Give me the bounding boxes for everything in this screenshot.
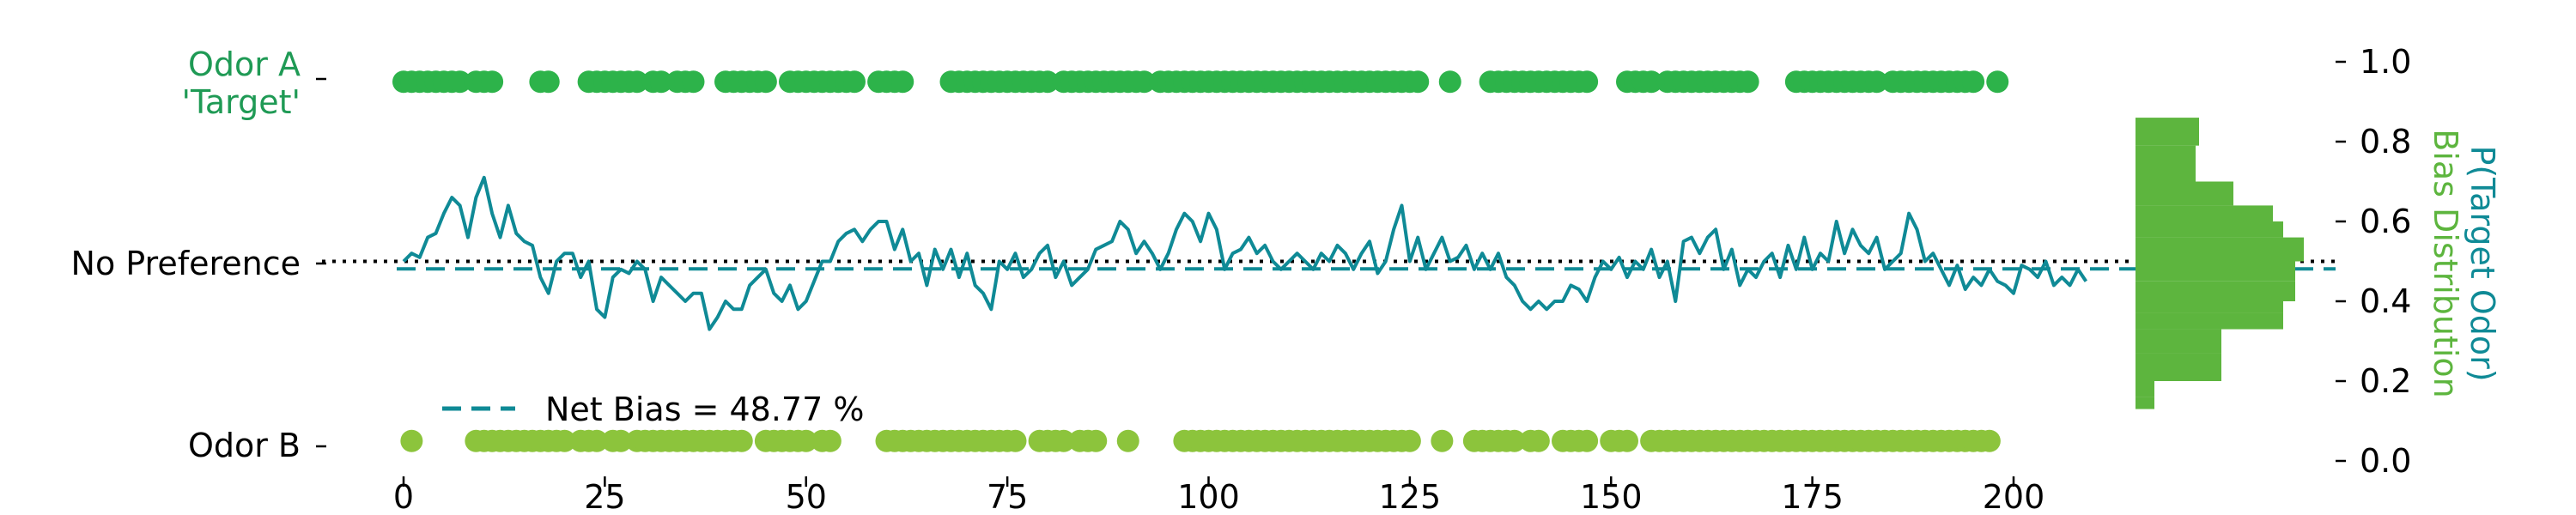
odor-a-dot — [1036, 70, 1059, 94]
legend: Net Bias = 48.77 % — [442, 391, 864, 428]
odor-b-dot — [610, 429, 633, 452]
legend-net-bias-label: Net Bias = 48.77 % — [545, 391, 864, 428]
odor-b-dot — [818, 429, 841, 452]
odor-b-dot — [1431, 429, 1454, 452]
odor-b-dot — [553, 429, 576, 452]
histogram-bar — [2136, 301, 2283, 313]
odor-b-dot — [1052, 429, 1075, 452]
right-y-tick-label: 0.8 — [2360, 123, 2411, 161]
right-axis: 0.0 0.2 0.4 0.6 0.8 1.0 — [2336, 43, 2411, 480]
odor-a-dot — [754, 70, 777, 94]
odor-b-dot — [730, 429, 753, 452]
histogram-bar — [2136, 221, 2283, 238]
x-tick-label: 175 — [1781, 478, 1844, 515]
odor-b-dot — [1616, 429, 1638, 452]
odor-a-dot — [1406, 70, 1430, 94]
odor-a-dot — [448, 70, 471, 94]
odor-b-trials — [400, 429, 2001, 452]
odor-a-dot — [1865, 70, 1888, 94]
bias-histogram — [2136, 118, 2304, 409]
odor-a-dot — [625, 70, 648, 94]
x-axis: 0 25 50 75 100 125 150 175 200 — [393, 476, 2044, 515]
histogram-bar — [2136, 312, 2283, 330]
x-tick-label: 25 — [584, 478, 625, 515]
odor-b-label: Odor B — [188, 427, 301, 464]
odor-b-dot — [1116, 429, 1139, 452]
x-tick-label: 0 — [393, 478, 414, 515]
right-y-tick-label: 1.0 — [2360, 43, 2411, 81]
histogram-bar — [2136, 118, 2199, 146]
histogram-bar — [2136, 381, 2154, 397]
odor-a-dot — [1133, 70, 1156, 94]
histogram-bar — [2136, 237, 2304, 262]
odor-b-dot — [1527, 429, 1550, 452]
bias-series-line — [402, 175, 2088, 331]
odor-b-dot — [794, 429, 817, 452]
right-y-tick-label: 0.4 — [2360, 282, 2411, 320]
odor-a-trials — [392, 70, 2009, 94]
odor-b-dot — [1978, 429, 2001, 452]
odor-a-dot — [682, 70, 705, 94]
right-y-tick-label: 0.6 — [2360, 203, 2411, 240]
x-tick-label: 125 — [1379, 478, 1442, 515]
histogram-bar — [2136, 181, 2233, 206]
histogram-bar — [2136, 329, 2221, 354]
odor-a-dot — [843, 70, 866, 94]
odor-a-dot — [1962, 70, 1985, 94]
odor-a-dot — [1576, 70, 1599, 94]
odor-a-dot — [481, 70, 504, 94]
odor-a-dot — [650, 70, 672, 94]
odor-a-label-line2: 'Target' — [182, 83, 301, 121]
odor-b-dot — [1503, 429, 1526, 452]
odor-b-dot — [400, 429, 423, 452]
odor-a-dot — [1438, 70, 1461, 94]
no-preference-label: No Preference — [71, 245, 301, 282]
odor-b-dot — [1004, 429, 1027, 452]
right-y-tick-label: 0.0 — [2360, 442, 2411, 480]
odor-a-dot — [891, 70, 914, 94]
right-axis-label-2: Bias Distribution — [2427, 129, 2464, 397]
x-tick-label: 200 — [1983, 478, 2045, 515]
histogram-bar — [2136, 205, 2273, 221]
histogram-bar — [2136, 145, 2196, 182]
odor-a-label-line1: Odor A — [188, 45, 301, 83]
histogram-bar — [2136, 281, 2295, 301]
odor-b-dot — [586, 429, 608, 452]
odor-b-dot — [1398, 429, 1421, 452]
odor-a-dot — [537, 70, 560, 94]
histogram-bar — [2136, 261, 2295, 282]
x-tick-label: 75 — [987, 478, 1028, 515]
odor-b-dot — [1576, 429, 1599, 452]
histogram-bar — [2136, 397, 2154, 409]
x-tick-label: 100 — [1177, 478, 1240, 515]
x-tick-label: 150 — [1580, 478, 1643, 515]
right-axis-label-1: P(Target Odor) — [2464, 145, 2501, 381]
odor-a-dot — [1986, 70, 2009, 94]
histogram-bar — [2136, 353, 2221, 381]
right-y-tick-label: 0.2 — [2360, 362, 2411, 400]
odor-b-dot — [1084, 429, 1108, 452]
odor-a-dot — [1640, 70, 1663, 94]
left-axis: Odor A 'Target' No Preference Odor B — [71, 45, 326, 464]
x-tick-label: 50 — [786, 478, 827, 515]
odor-a-dot — [1736, 70, 1759, 94]
